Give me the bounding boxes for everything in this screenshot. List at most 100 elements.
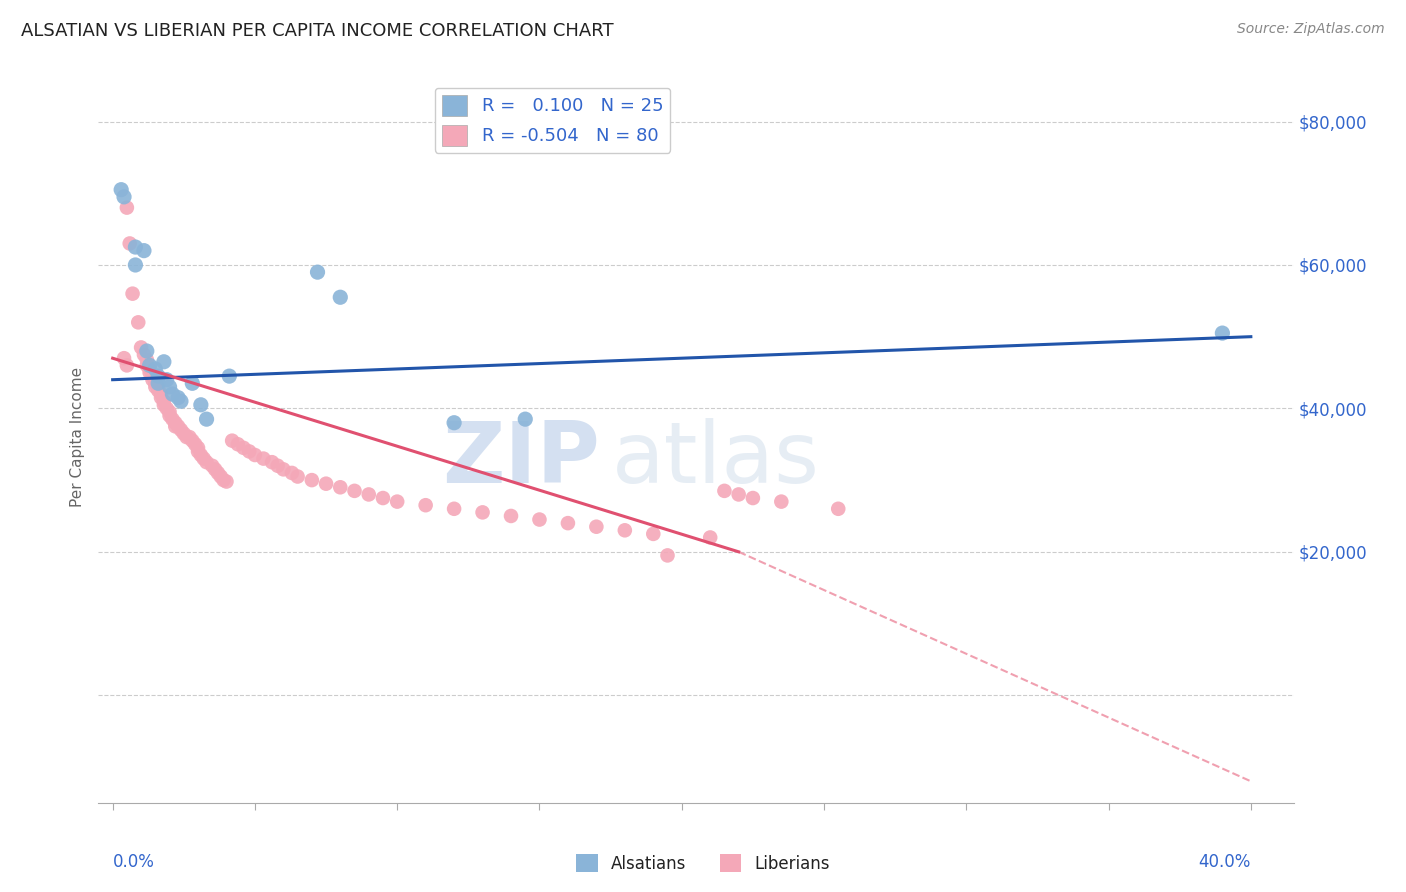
- Point: [212, 473, 235, 487]
- Point: [1211, 326, 1233, 340]
- Point: [499, 508, 522, 523]
- Point: [115, 201, 138, 215]
- Point: [179, 430, 201, 444]
- Point: [770, 494, 793, 508]
- Point: [110, 183, 132, 197]
- Point: [201, 458, 224, 473]
- Point: [281, 466, 304, 480]
- Point: [657, 549, 679, 563]
- Text: ALSATIAN VS LIBERIAN PER CAPITA INCOME CORRELATION CHART: ALSATIAN VS LIBERIAN PER CAPITA INCOME C…: [21, 22, 613, 40]
- Y-axis label: Per Capita Income: Per Capita Income: [70, 367, 86, 508]
- Text: 0.0%: 0.0%: [112, 853, 155, 871]
- Point: [238, 444, 260, 458]
- Point: [301, 473, 323, 487]
- Point: [141, 369, 163, 384]
- Point: [170, 394, 193, 409]
- Point: [165, 419, 187, 434]
- Point: [129, 341, 152, 355]
- Point: [159, 409, 181, 423]
- Point: [135, 352, 157, 367]
- Point: [207, 466, 229, 480]
- Point: [159, 405, 181, 419]
- Point: [371, 491, 394, 505]
- Point: [132, 348, 155, 362]
- Point: [138, 366, 160, 380]
- Point: [156, 401, 179, 416]
- Point: [727, 487, 749, 501]
- Point: [226, 437, 249, 451]
- Point: [153, 355, 176, 369]
- Point: [329, 480, 352, 494]
- Point: [273, 462, 295, 476]
- Point: [115, 359, 138, 373]
- Point: [557, 516, 579, 530]
- Point: [141, 373, 163, 387]
- Point: [343, 483, 366, 498]
- Point: [190, 448, 212, 462]
- Point: [167, 391, 190, 405]
- Point: [190, 398, 212, 412]
- Legend: R =   0.100   N = 25, R = -0.504   N = 80: R = 0.100 N = 25, R = -0.504 N = 80: [434, 87, 671, 153]
- Point: [515, 412, 537, 426]
- Point: [643, 527, 665, 541]
- Point: [124, 240, 146, 254]
- Point: [415, 498, 437, 512]
- Point: [741, 491, 763, 505]
- Point: [112, 351, 135, 366]
- Point: [143, 380, 166, 394]
- Point: [121, 286, 143, 301]
- Point: [153, 398, 176, 412]
- Point: [218, 369, 240, 384]
- Point: [138, 362, 160, 376]
- Point: [215, 475, 238, 489]
- Legend: Alsatians, Liberians: Alsatians, Liberians: [569, 847, 837, 880]
- Point: [315, 476, 337, 491]
- Point: [443, 416, 465, 430]
- Point: [156, 373, 179, 387]
- Point: [148, 384, 170, 398]
- Point: [127, 315, 149, 329]
- Point: [118, 236, 141, 251]
- Point: [162, 387, 184, 401]
- Point: [827, 501, 849, 516]
- Text: Source: ZipAtlas.com: Source: ZipAtlas.com: [1237, 22, 1385, 37]
- Point: [307, 265, 329, 279]
- Point: [170, 423, 193, 437]
- Point: [713, 483, 735, 498]
- Text: ZIP: ZIP: [443, 417, 600, 500]
- Point: [221, 434, 243, 448]
- Point: [385, 494, 409, 508]
- Point: [181, 376, 204, 391]
- Point: [176, 430, 198, 444]
- Point: [699, 531, 721, 545]
- Point: [181, 434, 204, 448]
- Point: [135, 344, 157, 359]
- Point: [471, 505, 494, 519]
- Point: [162, 412, 184, 426]
- Text: atlas: atlas: [613, 417, 820, 500]
- Point: [148, 380, 170, 394]
- Point: [150, 391, 173, 405]
- Point: [112, 190, 135, 204]
- Point: [529, 512, 551, 526]
- Point: [124, 258, 146, 272]
- Point: [143, 376, 166, 391]
- Point: [138, 359, 160, 373]
- Point: [150, 387, 173, 401]
- Point: [243, 448, 266, 462]
- Point: [193, 451, 215, 466]
- Point: [209, 469, 232, 483]
- Point: [187, 441, 209, 455]
- Point: [357, 487, 380, 501]
- Point: [267, 458, 290, 473]
- Point: [135, 359, 157, 373]
- Point: [195, 455, 218, 469]
- Point: [165, 416, 187, 430]
- Point: [260, 455, 283, 469]
- Point: [585, 519, 607, 533]
- Point: [184, 437, 207, 451]
- Point: [143, 362, 166, 376]
- Point: [187, 444, 209, 458]
- Point: [252, 451, 274, 466]
- Point: [443, 501, 465, 516]
